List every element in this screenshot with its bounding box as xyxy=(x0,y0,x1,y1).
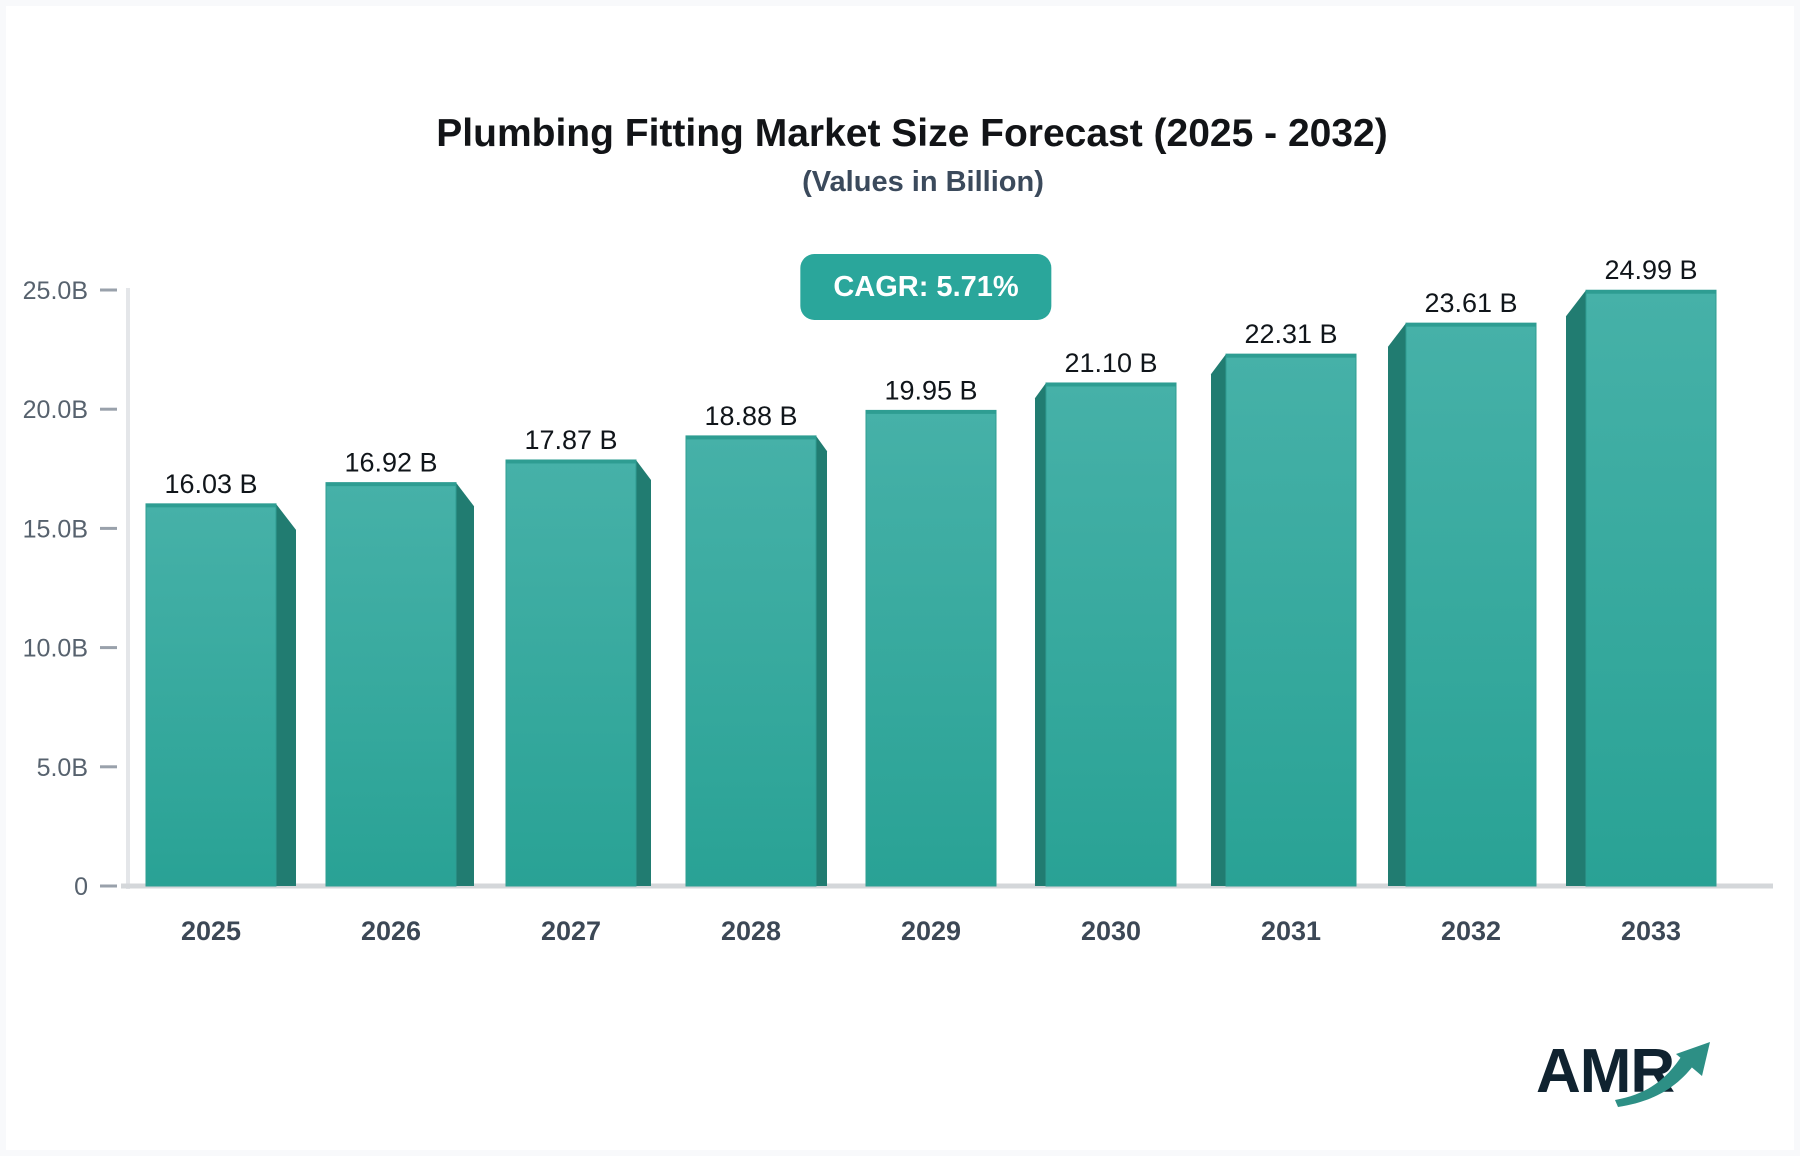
bar-face xyxy=(1225,353,1357,887)
x-axis-category-label: 2033 xyxy=(1621,916,1681,946)
y-tick-label: 0 xyxy=(74,873,88,901)
amr-logo: AMR xyxy=(1536,1037,1710,1107)
bar-top-edge xyxy=(1406,323,1536,327)
bar-value-label: 16.92 B xyxy=(344,448,437,478)
y-tick-label: 25.0B xyxy=(23,277,88,305)
chart-subtitle: (Values in Billion) xyxy=(802,166,1044,198)
bar-3d-side xyxy=(1388,323,1406,887)
bar-3d-side xyxy=(636,459,651,886)
bar-face xyxy=(1045,382,1177,887)
y-tick-mark xyxy=(100,884,117,888)
bar-2025: 16.03 B 2025 xyxy=(145,469,296,946)
bar-value-label: 19.95 B xyxy=(884,375,977,405)
amr-logo-arrow-icon xyxy=(1615,1042,1710,1107)
bar-value-label: 16.03 B xyxy=(164,469,257,499)
bar-2032: 23.61 B 2032 xyxy=(1388,288,1537,946)
bar-top-edge xyxy=(1226,354,1356,358)
y-tick-mark xyxy=(100,765,117,769)
x-axis-category-label: 2029 xyxy=(901,916,961,946)
bar-value-label: 21.10 B xyxy=(1064,348,1157,378)
bar-top-edge xyxy=(866,410,996,414)
bar-face xyxy=(1585,289,1717,887)
bar-value-label: 22.31 B xyxy=(1244,319,1337,349)
x-axis-category-label: 2025 xyxy=(181,916,241,946)
bar-value-label: 23.61 B xyxy=(1424,288,1517,318)
bar-top-edge xyxy=(1586,290,1716,294)
bar-face xyxy=(145,503,277,887)
bar-top-edge xyxy=(686,435,816,440)
y-tick-mark xyxy=(100,526,117,530)
bar-2031: 22.31 B 2031 xyxy=(1211,319,1357,946)
chart-card: Plumbing Fitting Market Size Forecast (2… xyxy=(6,6,1794,1150)
y-tick-mark xyxy=(100,407,117,411)
x-axis-category-label: 2032 xyxy=(1441,916,1501,946)
y-tick-label: 15.0B xyxy=(23,515,88,543)
x-axis-category-label: 2027 xyxy=(541,916,601,946)
bar-3d-side xyxy=(816,435,827,886)
bar-2029: 19.95 B 2029 xyxy=(865,375,997,946)
chart-title: Plumbing Fitting Market Size Forecast (2… xyxy=(436,112,1388,155)
y-tick-mark xyxy=(100,646,117,650)
bar-2026: 16.92 B 2026 xyxy=(325,448,474,946)
bar-top-edge xyxy=(326,482,456,487)
y-tick-label: 10.0B xyxy=(23,635,88,663)
bar-face xyxy=(1405,322,1537,887)
bar-2028: 18.88 B 2028 xyxy=(685,401,827,946)
y-tick-mark xyxy=(100,288,117,292)
cagr-badge: CAGR: 5.71% xyxy=(800,254,1052,320)
x-axis-category-label: 2026 xyxy=(361,916,421,946)
x-axis-category-label: 2030 xyxy=(1081,916,1141,946)
bar-2033: 24.99 B 2033 xyxy=(1566,255,1717,946)
y-tick-label: 20.0B xyxy=(23,396,88,424)
bar-3d-side xyxy=(1035,382,1046,886)
bar-top-edge xyxy=(146,503,276,508)
y-tick-label: 5.0B xyxy=(37,754,88,782)
bar-3d-side xyxy=(1211,354,1226,886)
bar-3d-side xyxy=(276,503,296,886)
bar-face xyxy=(325,482,457,887)
bar-2027: 17.87 B 2027 xyxy=(505,425,651,946)
bar-2030: 21.10 B 2030 xyxy=(1035,348,1177,946)
bar-value-label: 24.99 B xyxy=(1604,255,1697,285)
y-axis-line xyxy=(126,288,130,889)
bar-value-label: 17.87 B xyxy=(524,425,617,455)
bar-face xyxy=(685,435,817,887)
bar-top-edge xyxy=(506,459,636,464)
bar-3d-side xyxy=(1566,290,1586,886)
bar-top-edge xyxy=(1046,382,1176,387)
bar-face xyxy=(505,459,637,887)
x-axis-category-label: 2028 xyxy=(721,916,781,946)
x-axis-category-label: 2031 xyxy=(1261,916,1321,946)
bar-value-label: 18.88 B xyxy=(704,401,797,431)
bar-face xyxy=(865,409,997,887)
bar-3d-side xyxy=(456,482,474,886)
